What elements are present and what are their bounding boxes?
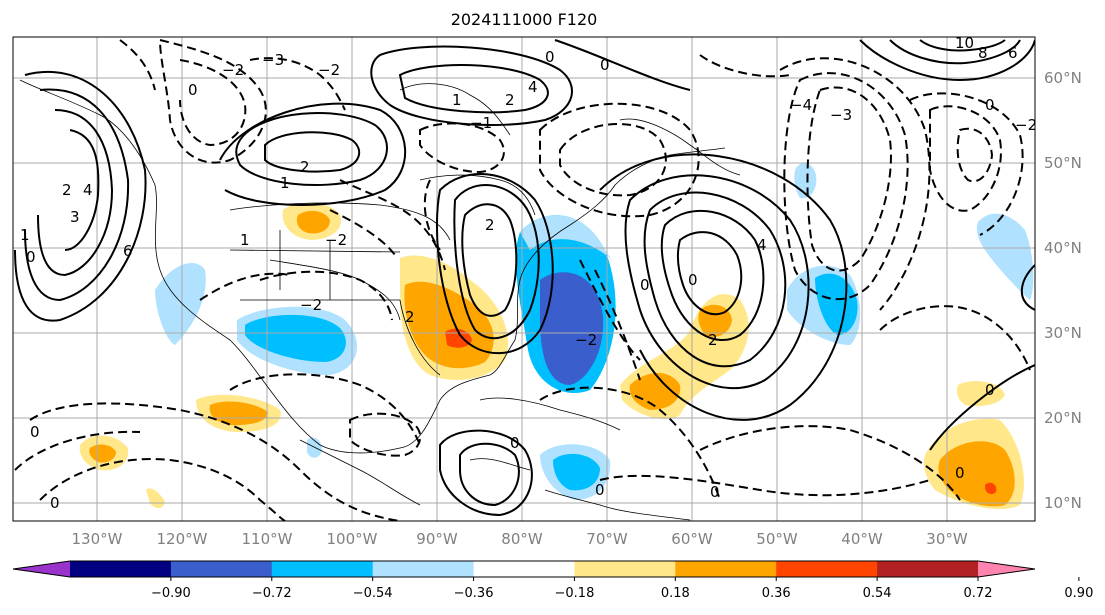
svg-text:50°W: 50°W xyxy=(756,530,798,548)
svg-text:80°W: 80°W xyxy=(501,530,543,548)
svg-text:6: 6 xyxy=(123,242,133,260)
svg-text:6: 6 xyxy=(1008,44,1018,62)
map-title: 2024111000 F120 xyxy=(450,10,598,29)
colorbar-extend-high xyxy=(978,561,1035,577)
svg-text:−2: −2 xyxy=(318,61,340,79)
svg-text:60°W: 60°W xyxy=(671,530,713,548)
svg-text:120°W: 120°W xyxy=(157,530,208,548)
longitude-labels: 130°W 120°W 110°W 100°W 90°W 80°W 70°W 6… xyxy=(72,530,968,548)
svg-text:10: 10 xyxy=(955,34,974,52)
svg-text:0: 0 xyxy=(26,248,36,266)
svg-text:−2: −2 xyxy=(222,61,244,79)
coastlines xyxy=(19,79,741,521)
svg-text:90°W: 90°W xyxy=(416,530,458,548)
colorbar-segment xyxy=(776,561,878,577)
svg-text:4: 4 xyxy=(83,181,93,199)
svg-text:2: 2 xyxy=(62,181,72,199)
svg-text:−2: −2 xyxy=(575,331,597,349)
svg-text:100°W: 100°W xyxy=(327,530,378,548)
svg-text:−2: −2 xyxy=(325,231,347,249)
svg-text:4: 4 xyxy=(757,236,767,254)
svg-text:−3: −3 xyxy=(830,106,852,124)
colorbar: −0.90 −0.72 −0.54 −0.36 −0.18 0.18 0.36 0.54 0.7… xyxy=(12,560,1093,601)
colorbar-segment xyxy=(170,561,273,577)
svg-text:0: 0 xyxy=(985,381,995,399)
svg-text:2: 2 xyxy=(300,158,310,176)
svg-text:0: 0 xyxy=(688,271,698,289)
colorbar-segment xyxy=(271,561,374,577)
colorbar-tick-label: −0.90 xyxy=(151,586,191,601)
svg-text:2: 2 xyxy=(708,331,718,349)
svg-text:60°N: 60°N xyxy=(1044,69,1082,87)
svg-text:2: 2 xyxy=(405,308,415,326)
svg-text:40°W: 40°W xyxy=(841,530,883,548)
contours-dashed xyxy=(14,39,1031,521)
graticule xyxy=(13,37,1035,521)
svg-text:40°N: 40°N xyxy=(1044,239,1082,257)
svg-text:20°N: 20°N xyxy=(1044,409,1082,427)
svg-text:3: 3 xyxy=(70,208,80,226)
svg-text:30°W: 30°W xyxy=(926,530,968,548)
colorbar-tick-label: 0.72 xyxy=(964,586,993,601)
svg-text:2: 2 xyxy=(505,91,515,109)
svg-text:0: 0 xyxy=(50,494,60,512)
svg-text:−1: −1 xyxy=(470,114,492,132)
colorbar-segment xyxy=(877,561,979,577)
svg-text:0: 0 xyxy=(545,48,555,66)
svg-text:30°N: 30°N xyxy=(1044,324,1082,342)
svg-text:−2: −2 xyxy=(300,296,322,314)
svg-text:2: 2 xyxy=(485,216,495,234)
colorbar-tick-label: 0.54 xyxy=(863,586,892,601)
colorbar-tick-label: 0.90 xyxy=(1064,586,1093,601)
svg-text:70°W: 70°W xyxy=(586,530,628,548)
svg-text:0: 0 xyxy=(955,464,965,482)
colorbar-tick-label: 0.36 xyxy=(762,586,791,601)
svg-text:0: 0 xyxy=(188,81,198,99)
colorbar-segment xyxy=(372,561,475,577)
colorbar-tick-label: −0.72 xyxy=(252,586,292,601)
svg-text:0: 0 xyxy=(640,276,650,294)
colorbar-segment xyxy=(574,561,676,577)
latitude-labels: 60°N 50°N 40°N 30°N 20°N 10°N xyxy=(1044,69,1082,512)
svg-text:1: 1 xyxy=(280,174,290,192)
svg-text:8: 8 xyxy=(978,44,988,62)
contours xyxy=(14,39,1035,517)
svg-text:50°N: 50°N xyxy=(1044,154,1082,172)
contour-labels: 2 3 4 6 0 1 2 1 −2 2 −2 0 2 4 0 0 0 0 0 … xyxy=(20,34,1037,512)
svg-text:0: 0 xyxy=(30,423,40,441)
svg-text:−3: −3 xyxy=(262,51,284,69)
svg-text:0: 0 xyxy=(595,481,605,499)
svg-text:−4: −4 xyxy=(790,96,812,114)
svg-text:0: 0 xyxy=(985,96,995,114)
svg-text:0: 0 xyxy=(710,483,720,501)
svg-text:10°N: 10°N xyxy=(1044,494,1082,512)
colorbar-tick-label: −0.36 xyxy=(454,586,494,601)
svg-text:1: 1 xyxy=(240,231,250,249)
svg-text:0: 0 xyxy=(510,434,520,452)
colorbar-segment xyxy=(473,561,575,577)
svg-text:1: 1 xyxy=(20,226,30,244)
svg-text:0: 0 xyxy=(600,56,610,74)
colorbar-tick-label: −0.18 xyxy=(555,586,595,601)
svg-text:−2: −2 xyxy=(1015,116,1037,134)
colorbar-outline xyxy=(12,560,1036,578)
svg-text:4: 4 xyxy=(528,78,538,96)
map-frame xyxy=(12,36,1036,522)
svg-text:130°W: 130°W xyxy=(72,530,123,548)
svg-text:1: 1 xyxy=(452,91,462,109)
colorbar-tick-label: 0.18 xyxy=(661,586,690,601)
colorbar-segment xyxy=(675,561,777,577)
colorbar-segment xyxy=(70,561,172,577)
svg-text:110°W: 110°W xyxy=(242,530,293,548)
colorbar-extend-low xyxy=(13,561,70,577)
colorbar-tick-label: −0.54 xyxy=(353,586,393,601)
